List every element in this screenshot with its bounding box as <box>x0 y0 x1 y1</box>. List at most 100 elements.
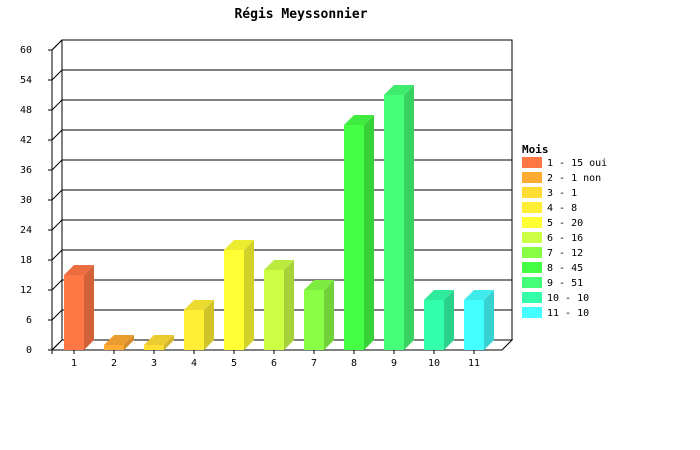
bar <box>464 290 494 350</box>
chart-title: Régis Meyssonnier <box>234 7 367 22</box>
x-tick-label: 1 <box>71 358 77 369</box>
bar-side <box>84 265 94 350</box>
y-tick-label: 54 <box>20 75 32 86</box>
x-tick-label: 3 <box>151 358 157 369</box>
legend-label: 10 - 10 <box>547 293 589 304</box>
bar <box>304 280 334 350</box>
bars <box>64 85 494 350</box>
legend-swatch <box>522 202 542 213</box>
bar-side <box>204 300 214 350</box>
legend-swatch <box>522 157 542 168</box>
legend-item: 2 - 1 non <box>522 172 601 184</box>
bar <box>64 265 94 350</box>
bar-side <box>324 280 334 350</box>
y-tick-label: 42 <box>20 135 32 146</box>
bar-side <box>484 290 494 350</box>
bar-top <box>384 85 414 95</box>
legend-label: 1 - 15 oui <box>547 158 607 169</box>
bar <box>224 240 254 350</box>
x-tick-label: 7 <box>311 358 317 369</box>
bar <box>264 260 294 350</box>
grid-diagonal <box>51 249 63 261</box>
bar-front <box>384 95 404 350</box>
grid-diagonal <box>51 99 63 111</box>
y-tick-label: 0 <box>26 345 32 356</box>
bar-top <box>184 300 214 310</box>
legend-swatch <box>522 277 542 288</box>
bar-front <box>144 345 164 350</box>
legend-label: 11 - 10 <box>547 308 589 319</box>
x-tick-label: 10 <box>428 358 440 369</box>
y-tick-label: 12 <box>20 285 32 296</box>
legend-label: 4 - 8 <box>547 203 577 214</box>
axis-top-diagonal <box>51 39 63 51</box>
legend-title: Mois <box>522 143 549 156</box>
legend-label: 3 - 1 <box>547 188 577 199</box>
legend-label: 9 - 51 <box>547 278 583 289</box>
bar <box>344 115 374 350</box>
y-tick-label: 30 <box>20 195 32 206</box>
legend-label: 5 - 20 <box>547 218 583 229</box>
y-tick-label: 6 <box>26 315 32 326</box>
legend-label: 6 - 16 <box>547 233 583 244</box>
x-tick-label: 9 <box>391 358 397 369</box>
legend-item: 11 - 10 <box>522 307 589 319</box>
x-tick-label: 5 <box>231 358 237 369</box>
x-tick-label: 4 <box>191 358 197 369</box>
bar-front <box>264 270 284 350</box>
legend-item: 5 - 20 <box>522 217 583 229</box>
bar-side <box>244 240 254 350</box>
bar-top <box>464 290 494 300</box>
bar-top <box>424 290 454 300</box>
x-tick-label: 2 <box>111 358 117 369</box>
bar-front <box>304 290 324 350</box>
x-tick-label: 11 <box>468 358 480 369</box>
legend: Mois 1 - 15 oui 2 - 1 non 3 - 1 4 - 8 5 - 20… <box>522 143 607 319</box>
legend-swatch <box>522 307 542 318</box>
grid-diagonal <box>51 279 63 291</box>
bar-front <box>344 125 364 350</box>
bar <box>104 335 134 350</box>
y-tick-label: 48 <box>20 105 32 116</box>
bar <box>184 300 214 350</box>
bar-side <box>404 85 414 350</box>
bar-front <box>184 310 204 350</box>
bar-side <box>284 260 294 350</box>
grid-diagonal <box>51 219 63 231</box>
bar-top <box>264 260 294 270</box>
bar-top <box>344 115 374 125</box>
x-tick-label: 6 <box>271 358 277 369</box>
bar-top <box>104 335 134 345</box>
legend-swatch <box>522 247 542 258</box>
bar-side <box>124 335 134 350</box>
bar-front <box>64 275 84 350</box>
legend-swatch <box>522 262 542 273</box>
bar <box>144 335 174 350</box>
legend-item: 3 - 1 <box>522 187 577 199</box>
legend-swatch <box>522 217 542 228</box>
legend-label: 7 - 12 <box>547 248 583 259</box>
y-tick-label: 18 <box>20 255 32 266</box>
legend-item: 4 - 8 <box>522 202 577 214</box>
legend-swatch <box>522 172 542 183</box>
bar-front <box>104 345 124 350</box>
legend-item: 8 - 45 <box>522 262 583 274</box>
grid-diagonal <box>51 339 63 351</box>
bar-front <box>224 250 244 350</box>
legend-label: 8 - 45 <box>547 263 583 274</box>
x-tick-label: 8 <box>351 358 357 369</box>
bar-front <box>464 300 484 350</box>
y-tick-label: 24 <box>20 225 32 236</box>
grid-diagonal <box>51 189 63 201</box>
grid-diagonal <box>51 129 63 141</box>
legend-item: 1 - 15 oui <box>522 157 607 169</box>
bar-top <box>304 280 334 290</box>
y-tick-label: 36 <box>20 165 32 176</box>
bar-top <box>144 335 174 345</box>
legend-swatch <box>522 232 542 243</box>
legend-swatch <box>522 187 542 198</box>
legend-item: 7 - 12 <box>522 247 583 259</box>
grid-diagonal <box>51 159 63 171</box>
legend-label: 2 - 1 non <box>547 173 601 184</box>
